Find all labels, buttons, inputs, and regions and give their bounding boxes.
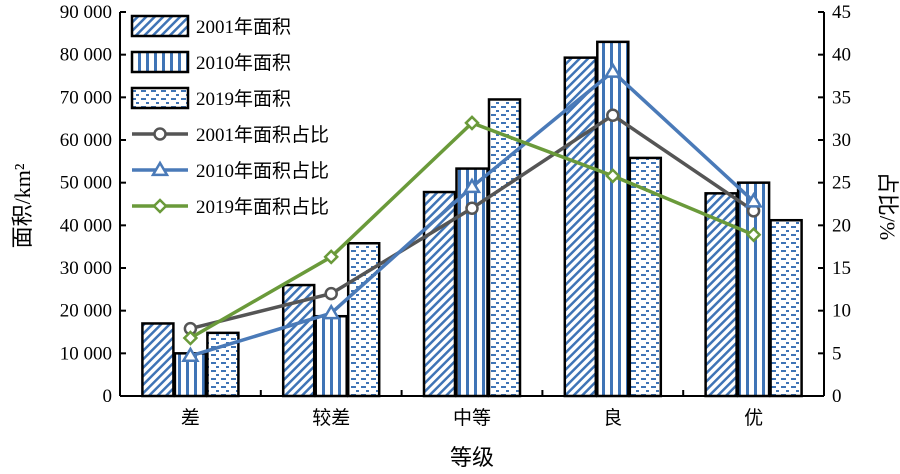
- bar-2001-4: [704, 192, 738, 398]
- legend-swatch-2: [130, 86, 190, 110]
- axes-layer: 0 10 000 20 000 30 000 40 000 50 000 60 000 70 …: [60, 2, 851, 429]
- point-0-2: [465, 201, 479, 216]
- legend-marker-4: [150, 160, 170, 177]
- legend-label-5: 2019年面积占比: [196, 196, 329, 218]
- point-0-1: [324, 286, 338, 301]
- y2-tick-label: 40: [832, 45, 851, 66]
- bar-2001-3: [563, 56, 598, 398]
- y-tick-label: 70 000: [60, 87, 112, 108]
- y2-tick-label: 30: [832, 130, 851, 151]
- bar-2001-0: [141, 322, 175, 398]
- point-2-0: [182, 330, 199, 346]
- point-1-3: [603, 62, 622, 78]
- x-tick-label: 中等: [453, 407, 491, 429]
- y2-tick-label: 10: [832, 301, 851, 322]
- y2-tick-label: 15: [832, 258, 851, 279]
- x-tick-label: 较差: [312, 407, 350, 429]
- bar-2010-4: [736, 181, 771, 398]
- legend-item-2: 2019年面积: [130, 86, 291, 110]
- point-2-2: [464, 115, 480, 131]
- y2-tick-label: 0: [832, 386, 842, 407]
- legend-item-1: 2010年面积: [130, 50, 291, 74]
- y-tick-label: 90 000: [60, 2, 112, 23]
- legend-label-2: 2019年面积: [196, 88, 291, 110]
- y-tick-label: 0: [103, 386, 113, 407]
- point-0-3: [606, 108, 620, 123]
- y-tick-label: 20 000: [60, 301, 112, 322]
- y-tick-label: 40 000: [60, 215, 112, 236]
- y-tick-label: 30 000: [60, 258, 112, 279]
- legend-marker-5: [152, 198, 168, 214]
- y-axis-title: 面积/km²: [10, 163, 35, 248]
- x-tick-label: 差: [181, 407, 200, 429]
- point-2-3: [605, 168, 621, 184]
- point-1-0: [181, 346, 200, 363]
- x-tick-label: 良: [603, 407, 622, 429]
- legend-label-4: 2010年面积占比: [196, 160, 329, 182]
- legend-label-1: 2010年面积: [196, 52, 291, 74]
- point-2-1: [323, 249, 339, 265]
- y-tick-label: 60 000: [60, 130, 112, 151]
- bar-2019-3: [628, 156, 663, 398]
- legend-swatch-0: [130, 14, 190, 38]
- bar-2010-1: [314, 314, 348, 398]
- legend: 2001年面积 2010年面积 2019年面积 2001年面积占比 2010年面积占比 2…: [130, 14, 329, 218]
- x-tick-label: 优: [744, 407, 763, 429]
- legend-label-0: 2001年面积: [196, 16, 291, 38]
- point-2-4: [745, 226, 762, 243]
- point-1-4: [744, 191, 763, 208]
- y2-tick-label: 45: [832, 2, 851, 23]
- y-tick-label: 50 000: [60, 173, 112, 194]
- y2-tick-label: 20: [832, 215, 851, 236]
- y2-axis-title: 占比/%: [875, 172, 900, 240]
- point-1-2: [462, 177, 482, 194]
- legend-item-3: 2001年面积占比: [132, 124, 329, 146]
- y2-tick-label: 5: [832, 343, 842, 364]
- point-1-1: [322, 303, 341, 320]
- y-tick-label: 80 000: [60, 45, 112, 66]
- legend-item-4: 2010年面积占比: [132, 160, 329, 182]
- x-axis-title: 等级: [450, 445, 494, 470]
- legend-label-3: 2001年面积占比: [196, 124, 329, 146]
- legend-swatch-1: [130, 50, 190, 74]
- bar-2019-4: [769, 218, 803, 398]
- y2-tick-label: 35: [832, 87, 851, 108]
- bar-2019-2: [487, 98, 522, 398]
- bar-2010-3: [596, 40, 630, 398]
- y-tick-label: 10 000: [60, 343, 112, 364]
- legend-marker-3: [153, 127, 167, 141]
- legend-item-5: 2019年面积占比: [132, 196, 329, 218]
- y2-tick-label: 25: [832, 173, 851, 194]
- legend-item-0: 2001年面积: [130, 14, 291, 38]
- lines-layer: [181, 62, 763, 363]
